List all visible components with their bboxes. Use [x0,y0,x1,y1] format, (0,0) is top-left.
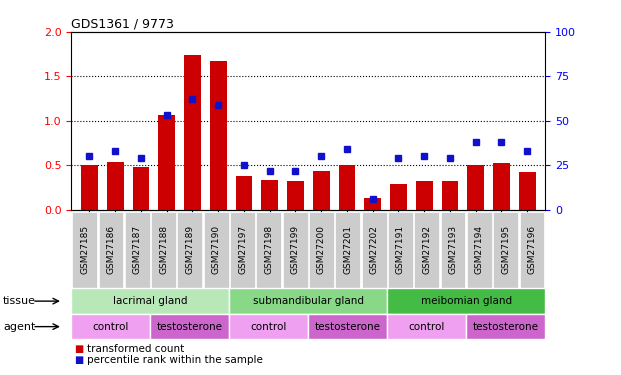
Bar [261,180,278,210]
Bar [132,167,149,210]
Text: testosterone: testosterone [315,322,381,332]
Text: lacrimal gland: lacrimal gland [113,296,188,306]
Text: submandibular gland: submandibular gland [253,296,364,306]
Text: tissue: tissue [3,296,36,306]
Text: GSM27185: GSM27185 [80,225,89,274]
Text: control: control [251,322,287,332]
Text: GSM27186: GSM27186 [106,225,116,274]
Text: GDS1361 / 9773: GDS1361 / 9773 [71,18,175,31]
Text: GSM27195: GSM27195 [501,225,510,274]
Bar [210,61,227,210]
Bar [442,181,458,210]
Text: GSM27200: GSM27200 [317,225,326,274]
Text: GSM27192: GSM27192 [422,225,431,274]
Text: GSM27191: GSM27191 [396,225,405,274]
Text: percentile rank within the sample: percentile rank within the sample [87,355,263,365]
Text: GSM27197: GSM27197 [238,225,247,274]
Bar [158,116,175,210]
Text: GSM27196: GSM27196 [528,225,537,274]
Text: GSM27202: GSM27202 [369,225,379,274]
Bar [338,165,355,210]
Text: GSM27194: GSM27194 [475,225,484,274]
Text: transformed count: transformed count [87,344,184,354]
Bar [313,171,330,210]
Bar [468,165,484,210]
Bar [416,181,433,210]
Bar [390,184,407,210]
Bar [519,172,535,210]
Text: meibomian gland: meibomian gland [420,296,512,306]
Text: ■: ■ [75,355,84,365]
Text: agent: agent [3,322,35,332]
Text: GSM27189: GSM27189 [186,225,194,274]
Text: ■: ■ [75,344,84,354]
Text: testosterone: testosterone [473,322,539,332]
Text: control: control [409,322,445,332]
Text: GSM27190: GSM27190 [212,225,220,274]
Text: GSM27198: GSM27198 [265,225,273,274]
Bar [493,164,510,210]
Bar [287,181,304,210]
Text: control: control [93,322,129,332]
Bar [81,165,98,210]
Bar [107,162,124,210]
Text: GSM27188: GSM27188 [159,225,168,274]
Text: GSM27201: GSM27201 [343,225,352,274]
Bar [235,176,252,210]
Bar [184,55,201,210]
Text: GSM27193: GSM27193 [448,225,458,274]
Bar [365,198,381,210]
Text: GSM27199: GSM27199 [291,225,300,274]
Text: GSM27187: GSM27187 [133,225,142,274]
Text: testosterone: testosterone [157,322,223,332]
